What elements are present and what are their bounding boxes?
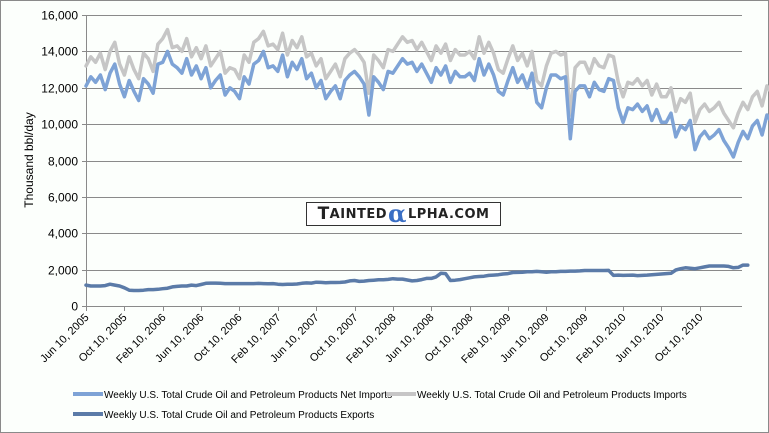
y-tick-label: 2,000 xyxy=(48,264,78,278)
series-line-net-imports xyxy=(84,49,769,159)
series-line-imports xyxy=(84,27,769,130)
y-axis-label: Thousand bbl/day xyxy=(22,112,36,207)
watermark-alpha: α xyxy=(388,199,407,228)
series-line-exports xyxy=(84,263,750,293)
y-tick-label: 6,000 xyxy=(48,191,78,205)
y-tick-label: 0 xyxy=(71,300,78,314)
gridlines xyxy=(82,15,742,307)
y-tick-label: 12,000 xyxy=(41,82,78,96)
watermark-logo: T AINTED α LPHA.COM xyxy=(306,202,501,226)
y-tick-label: 8,000 xyxy=(48,155,78,169)
watermark-prefix: AINTED xyxy=(329,206,387,222)
y-tick-label: 4,000 xyxy=(48,227,78,241)
watermark-suffix: LPHA.COM xyxy=(407,206,490,222)
legend-label-exports: Weekly U.S. Total Crude Oil and Petroleu… xyxy=(104,410,374,421)
legend: Weekly U.S. Total Crude Oil and Petroleu… xyxy=(73,390,687,421)
legend-label-imports: Weekly U.S. Total Crude Oil and Petroleu… xyxy=(417,390,687,401)
y-tick-label: 14,000 xyxy=(41,45,78,59)
y-tick-label: 10,000 xyxy=(41,118,78,132)
y-tick-label: 16,000 xyxy=(41,9,78,23)
series-lines xyxy=(84,27,769,293)
legend-label-net-imports: Weekly U.S. Total Crude Oil and Petroleu… xyxy=(104,390,392,401)
y-axis: 0 2,000 4,000 6,000 8,000 10,000 12,000 14,000 1… xyxy=(41,9,87,314)
watermark-initial: T xyxy=(317,204,330,224)
